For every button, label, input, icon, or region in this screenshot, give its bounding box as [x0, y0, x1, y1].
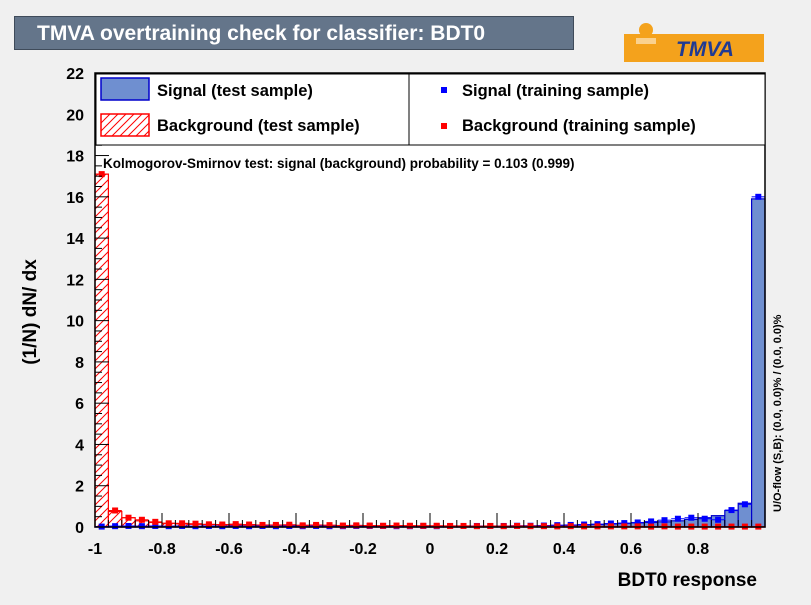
- background-train-point: [366, 522, 373, 529]
- background-train-point: [192, 520, 199, 527]
- signal-train-point: [138, 523, 145, 530]
- signal-train-legend-icon: [441, 87, 447, 93]
- background-train-point: [393, 522, 400, 529]
- signal-train-point: [152, 522, 159, 529]
- y-tick-label: 6: [75, 396, 84, 413]
- page-title: TMVA overtraining check for classifier: …: [14, 16, 574, 50]
- x-tick-label: -1: [88, 541, 102, 558]
- x-tick-label: -0.8: [148, 541, 176, 558]
- signal-train-point: [715, 516, 722, 523]
- y-tick-label: 4: [75, 437, 84, 454]
- background-train-point: [473, 523, 480, 530]
- background-train-legend-icon: [441, 123, 447, 129]
- y-tick-label: 2: [75, 479, 84, 496]
- x-tick-label: 0: [426, 541, 435, 558]
- background-train-point: [259, 521, 266, 528]
- y-tick-label: 12: [66, 272, 84, 289]
- y-tick-label: 0: [75, 520, 84, 537]
- background-train-point: [165, 520, 172, 527]
- background-train-point: [313, 521, 320, 528]
- legend-signal-test: Signal (test sample): [157, 82, 313, 100]
- y-tick-label: 18: [66, 149, 84, 166]
- background-train-point: [514, 522, 521, 529]
- legend: Signal (test sample) Background (test sa…: [95, 73, 766, 146]
- background-train-point: [98, 171, 105, 178]
- x-tick-label: 0.4: [553, 541, 575, 558]
- background-train-point: [487, 522, 494, 529]
- x-axis: -1 -0.8 -0.6 -0.4 -0.2 0 0.2 0.4 0.6 0.8: [88, 513, 766, 558]
- logo-text: TMVA: [676, 38, 734, 61]
- ks-test-text: Kolmogorov-Smirnov test: signal (backgro…: [103, 156, 574, 171]
- background-train-point: [326, 522, 333, 529]
- x-tick-label: 0.8: [687, 541, 709, 558]
- signal-train-point: [112, 523, 119, 530]
- y-axis: 0 2 4 6 8 10 12 14 16 18 20 22: [66, 66, 109, 537]
- background-train-point: [232, 521, 239, 528]
- background-train-point: [219, 521, 226, 528]
- overflow-text: U/O-flow (S,B): (0.0, 0.0)% / (0.0, 0.0)…: [772, 314, 784, 512]
- y-tick-label: 14: [66, 231, 84, 248]
- background-train-point: [152, 518, 159, 525]
- background-train-point: [179, 520, 186, 527]
- background-train-point: [353, 522, 360, 529]
- background-train-point: [500, 523, 507, 530]
- background-train-point: [380, 522, 387, 529]
- x-tick-label: -0.4: [282, 541, 310, 558]
- background-train-point: [567, 523, 574, 530]
- signal-train-point: [728, 507, 735, 514]
- signal-train-point: [661, 517, 668, 524]
- signal-train-point: [755, 193, 762, 200]
- legend-box-right: [408, 73, 766, 146]
- background-train-point: [339, 522, 346, 529]
- background-train-point: [433, 522, 440, 529]
- y-tick-label: 10: [66, 314, 84, 331]
- y-tick-label: 16: [66, 190, 84, 207]
- y-axis-title: (1/N) dN/ dx: [20, 259, 41, 365]
- signal-train-point: [648, 518, 655, 525]
- signal-train-point: [701, 515, 708, 522]
- background-test-legend-icon: [100, 113, 150, 137]
- signal-train-point: [741, 501, 748, 508]
- background-train-point: [460, 522, 467, 529]
- background-train-point: [286, 521, 293, 528]
- background-train-point: [272, 521, 279, 528]
- legend-signal-train: Signal (training sample): [462, 82, 649, 100]
- background-train-point: [125, 514, 132, 521]
- background-train-point: [527, 523, 534, 530]
- background-train-point: [540, 523, 547, 530]
- background-train-point: [447, 522, 454, 529]
- y-tick-label: 8: [75, 355, 84, 372]
- y-tick-label: 22: [66, 66, 84, 83]
- background-train-point: [420, 522, 427, 529]
- signal-train-point: [634, 519, 641, 526]
- plot-frame: [95, 73, 765, 527]
- x-tick-label: -0.6: [215, 541, 243, 558]
- signal-train-point: [621, 520, 628, 527]
- signal-train-point: [688, 514, 695, 521]
- logo-stripe: [636, 38, 656, 44]
- background-test-bar: [94, 173, 109, 528]
- background-train-point: [299, 522, 306, 529]
- background-train-point: [406, 522, 413, 529]
- signal-test-bar: [750, 198, 766, 528]
- x-tick-label: -0.2: [349, 541, 377, 558]
- background-train-point: [138, 516, 145, 523]
- background-train-point: [246, 521, 253, 528]
- signal-test-legend-icon: [100, 77, 150, 101]
- signal-train-point: [125, 522, 132, 529]
- legend-background-test: Background (test sample): [157, 117, 360, 135]
- x-tick-label: 0.2: [486, 541, 508, 558]
- legend-background-train: Background (training sample): [462, 117, 696, 135]
- background-train-point: [205, 521, 212, 528]
- y-tick-label: 20: [66, 107, 84, 124]
- logo-dot-icon: [639, 23, 653, 37]
- signal-train-point: [674, 515, 681, 522]
- background-train-point: [112, 507, 119, 514]
- x-tick-label: 0.6: [620, 541, 642, 558]
- x-axis-title: BDT0 response: [618, 570, 757, 591]
- tmva-logo: TMVA: [624, 23, 764, 62]
